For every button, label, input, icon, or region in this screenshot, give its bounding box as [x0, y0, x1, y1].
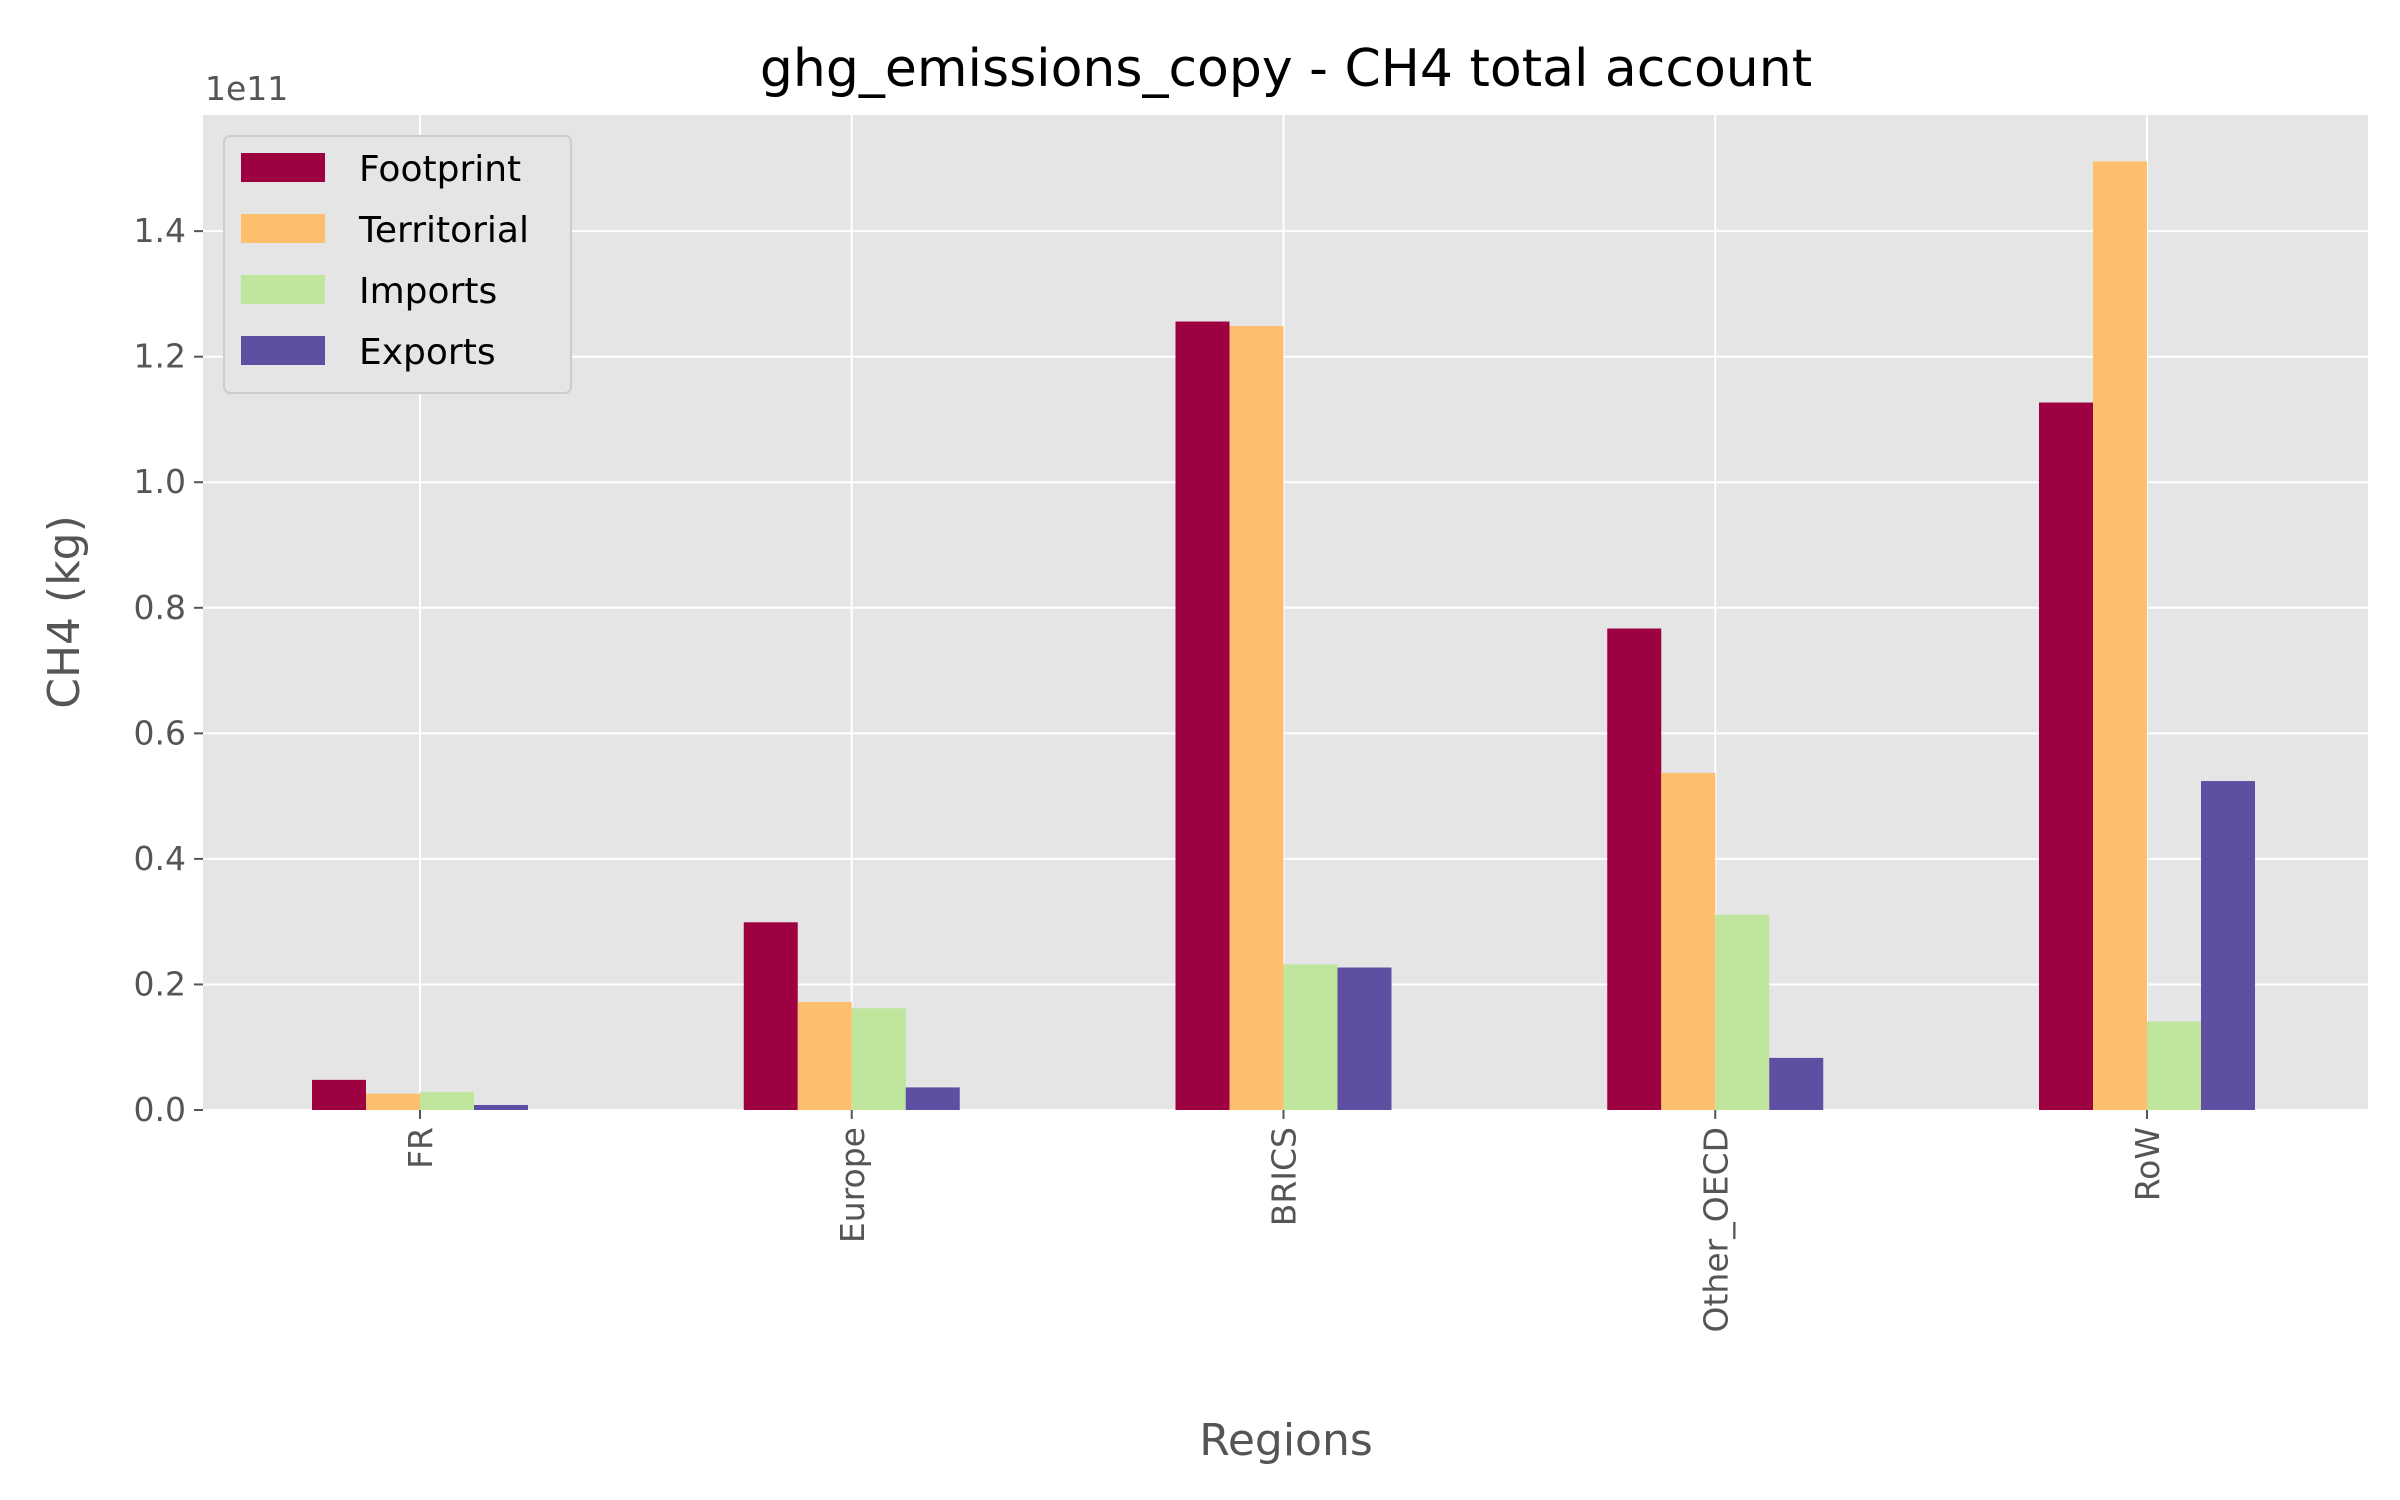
x-tick-label: Europe: [833, 1127, 872, 1243]
legend-swatch-territorial: [241, 214, 325, 243]
y-offset-label: 1e11: [205, 69, 288, 108]
bar-imports-other_oecd: [1715, 914, 1770, 1110]
legend-label-imports: Imports: [359, 271, 497, 312]
bar-exports-row: [2201, 781, 2255, 1110]
bar-exports-brics: [1337, 967, 1392, 1110]
y-axis-title: CH4 (kg): [39, 515, 90, 709]
legend-box: [223, 135, 572, 394]
bar-territorial-fr: [366, 1093, 420, 1110]
legend-swatch-imports: [241, 275, 325, 304]
legend: Footprint Territorial Imports Exports: [223, 135, 572, 394]
x-axis-ticks: FR Europe BRICS Other_OECD RoW: [401, 1110, 2167, 1332]
x-tick-label: FR: [401, 1127, 440, 1169]
y-tick-label: 1.2: [134, 337, 186, 376]
y-tick-label: 1.0: [134, 462, 186, 501]
bar-territorial-row: [2093, 161, 2147, 1111]
bar-exports-europe: [905, 1087, 960, 1110]
bar-footprint-fr: [312, 1079, 366, 1110]
legend-swatch-exports: [241, 336, 325, 365]
bar-territorial-other_oecd: [1661, 772, 1716, 1110]
bars: [312, 161, 2255, 1111]
bar-imports-fr: [420, 1091, 474, 1110]
x-tick-label: BRICS: [1265, 1127, 1304, 1226]
legend-swatch-footprint: [241, 153, 325, 182]
y-tick-label: 0.4: [134, 839, 186, 878]
y-tick-label: 0.8: [134, 588, 186, 627]
bar-footprint-europe: [743, 922, 798, 1110]
bar-footprint-brics: [1175, 321, 1230, 1111]
legend-label-exports: Exports: [359, 332, 496, 373]
bar-imports-europe: [851, 1008, 906, 1110]
legend-label-territorial: Territorial: [358, 210, 529, 251]
bar-territorial-europe: [797, 1002, 852, 1110]
bar-exports-fr: [474, 1104, 528, 1110]
x-tick-label: RoW: [2128, 1127, 2167, 1201]
bar-imports-row: [2147, 1021, 2201, 1110]
y-tick-label: 0.6: [134, 713, 186, 752]
bar-footprint-row: [2039, 402, 2093, 1111]
bar-footprint-other_oecd: [1607, 628, 1662, 1110]
y-tick-label: 1.4: [134, 211, 186, 250]
y-axis-ticks: 0.0 0.2 0.4 0.6 0.8 1.0 1.2 1.4: [134, 211, 203, 1129]
x-tick-label: Other_OECD: [1696, 1127, 1735, 1332]
legend-label-footprint: Footprint: [359, 149, 521, 190]
bar-territorial-brics: [1229, 325, 1284, 1110]
chart-title: ghg_emissions_copy - CH4 total account: [760, 39, 1812, 99]
y-tick-label: 0.0: [134, 1090, 186, 1129]
legend-items: Footprint Territorial Imports Exports: [241, 149, 529, 373]
x-axis-title: Regions: [1199, 1415, 1373, 1466]
bar-imports-brics: [1283, 964, 1338, 1110]
bar-exports-other_oecd: [1769, 1057, 1824, 1110]
y-tick-label: 0.2: [134, 964, 186, 1003]
